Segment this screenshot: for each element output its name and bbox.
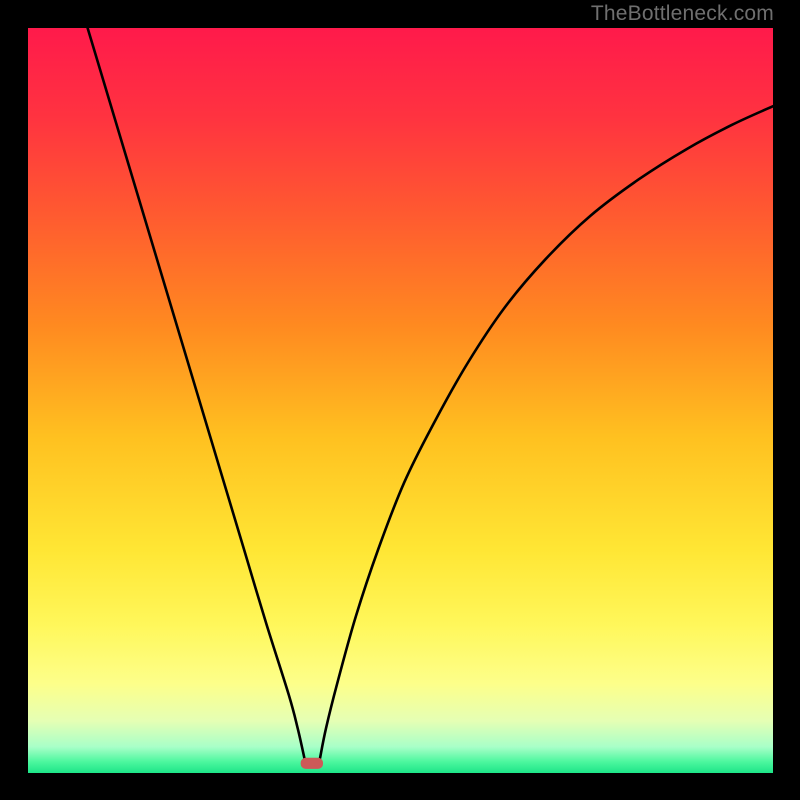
plot-area bbox=[28, 28, 773, 773]
chart-container: TheBottleneck.com bbox=[0, 0, 800, 800]
gradient-background bbox=[28, 28, 773, 773]
watermark-text: TheBottleneck.com bbox=[591, 2, 774, 26]
minimum-marker bbox=[301, 758, 323, 769]
chart-svg bbox=[28, 28, 773, 773]
